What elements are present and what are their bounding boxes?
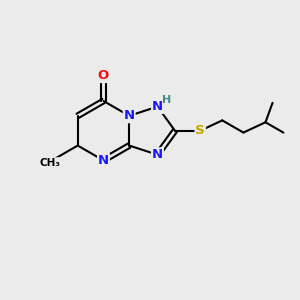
- Text: N: N: [124, 109, 135, 122]
- Text: O: O: [98, 69, 109, 82]
- Text: S: S: [195, 124, 205, 137]
- Text: H: H: [162, 95, 171, 105]
- Text: N: N: [152, 100, 163, 113]
- Text: N: N: [98, 154, 109, 167]
- Text: CH₃: CH₃: [39, 158, 60, 168]
- Text: N: N: [152, 148, 163, 161]
